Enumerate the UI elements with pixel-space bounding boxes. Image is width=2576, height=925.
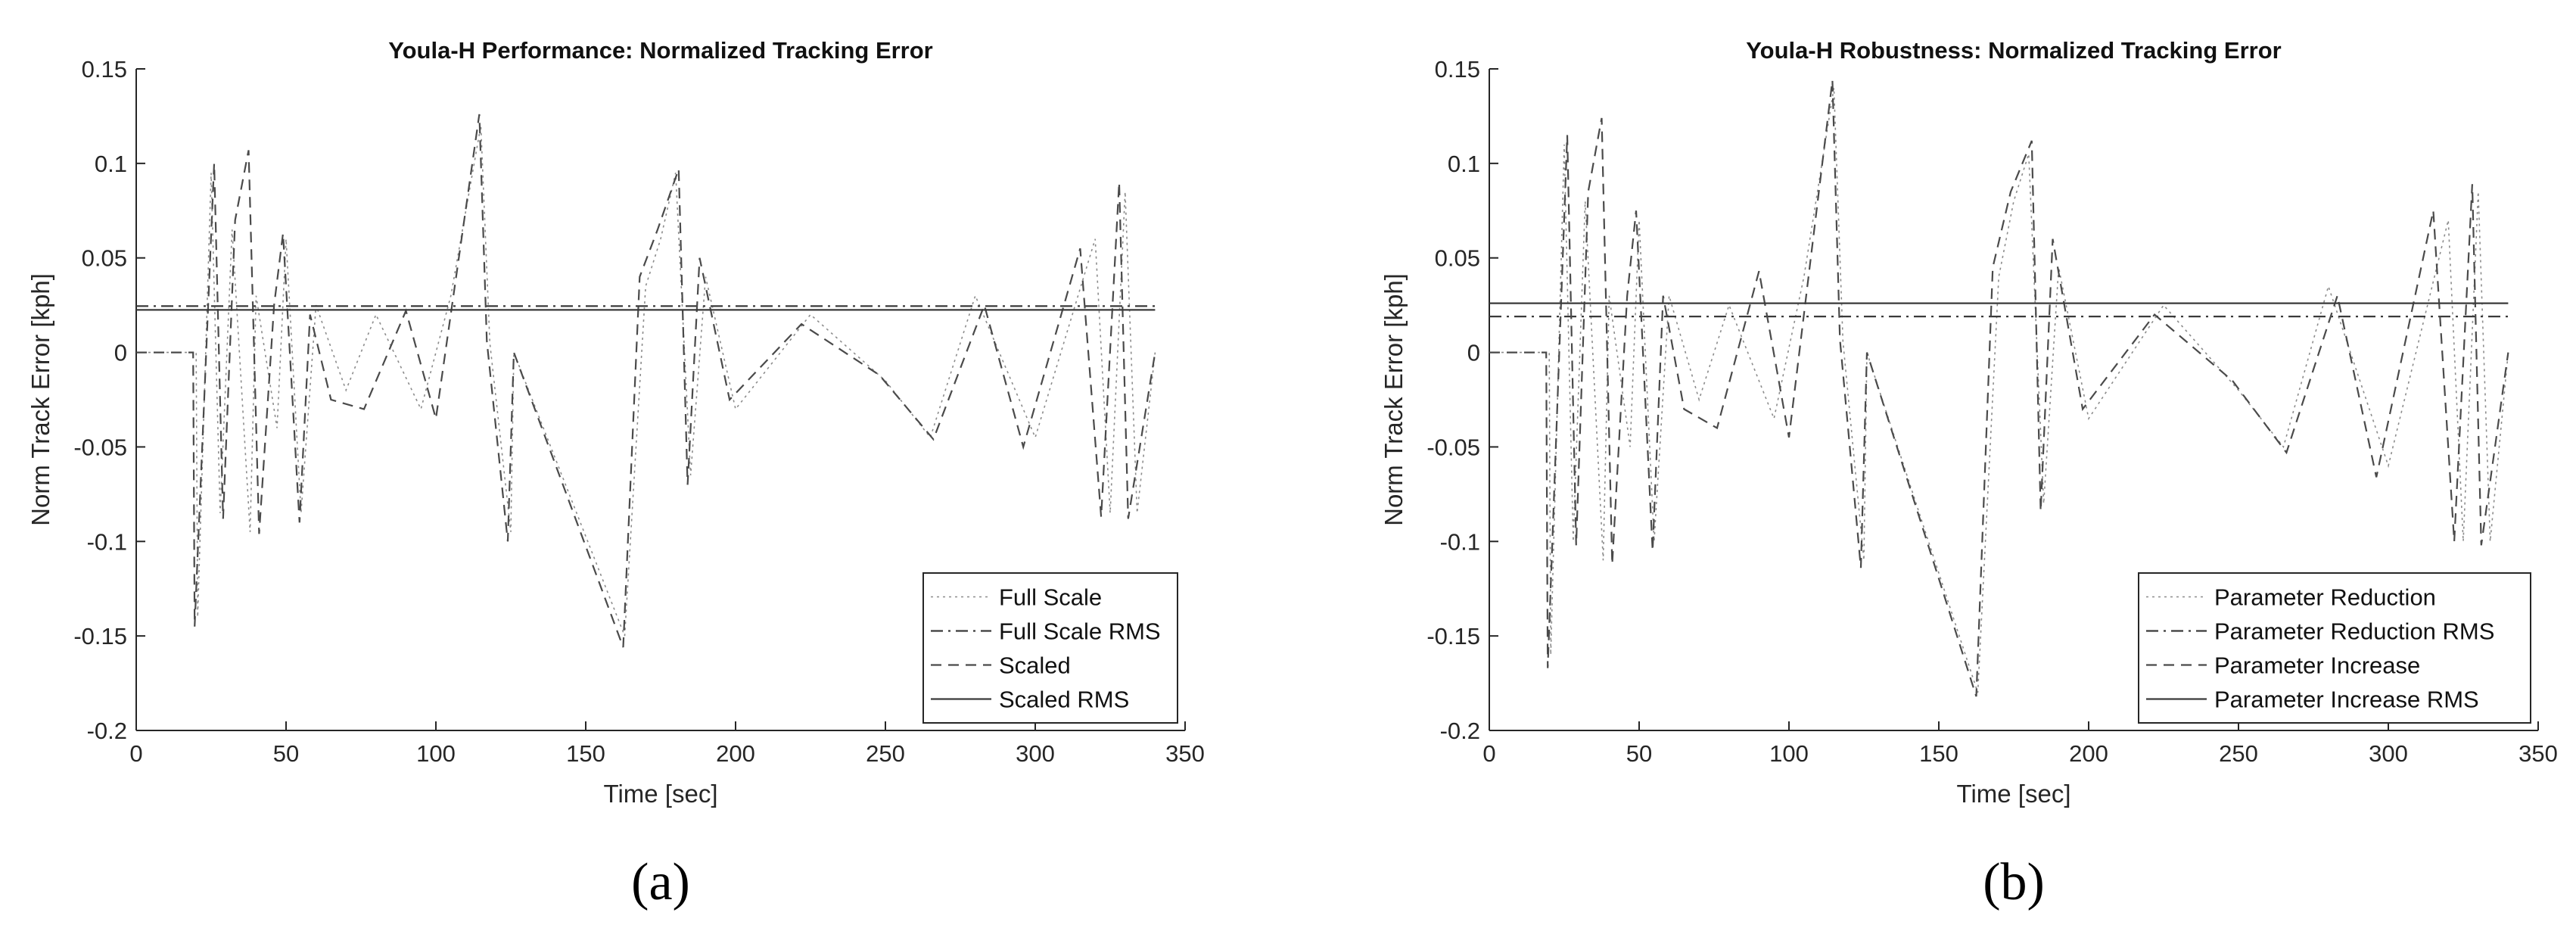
series-line-parameter-increase	[1489, 79, 2509, 697]
legend-label: Full Scale RMS	[999, 618, 1161, 645]
legend-box	[922, 572, 1178, 724]
x-tick-label: 100	[1769, 740, 1809, 767]
y-tick-label: -0.05	[73, 434, 127, 460]
x-axis-label: Time [sec]	[604, 780, 718, 808]
y-tick-label: -0.05	[1426, 434, 1480, 460]
x-axis-label: Time [sec]	[1957, 780, 2071, 808]
chart-panel-b: Youla-H Robustness: Normalized Tracking …	[1380, 37, 2558, 911]
y-tick-label: -0.15	[1426, 623, 1480, 649]
x-tick-label: 150	[1919, 740, 1958, 767]
y-tick-label: 0.1	[1448, 151, 1480, 177]
y-tick-label: -0.1	[87, 528, 127, 555]
y-tick-label: 0.1	[95, 151, 127, 177]
x-tick-label: 50	[273, 740, 299, 767]
y-tick-label: 0.05	[1435, 245, 1480, 272]
x-tick-label: 250	[2219, 740, 2258, 767]
x-tick-label: 0	[129, 740, 142, 767]
series-line-scaled	[136, 114, 1156, 648]
panel-label: (b)	[1983, 853, 2045, 911]
y-tick-label: 0	[114, 340, 127, 366]
legend-box	[2138, 572, 2531, 724]
x-tick-label: 100	[416, 740, 456, 767]
legend: Full Scale Full Scale RMS Scaled Scaled RMS	[922, 572, 1178, 724]
y-tick-label: -0.15	[73, 623, 127, 649]
x-tick-label: 150	[566, 740, 605, 767]
legend: Parameter Reduction Parameter Reduction R…	[2138, 572, 2531, 724]
chart-title: Youla-H Performance: Normalized Tracking…	[388, 37, 933, 64]
legend-label: Scaled RMS	[999, 687, 1129, 713]
x-tick-label: 300	[1016, 740, 1055, 767]
chart-panel-a: Youla-H Performance: Normalized Tracking…	[26, 37, 1205, 911]
y-tick-label: -0.1	[1440, 528, 1480, 555]
y-axis-label: Norm Track Error [kph]	[26, 273, 54, 526]
series-line-parameter-reduction	[1489, 87, 2509, 693]
x-tick-label: 0	[1482, 740, 1495, 767]
x-tick-label: 350	[1165, 740, 1205, 767]
legend-label: Parameter Increase	[2214, 652, 2420, 679]
legend-label: Scaled	[999, 652, 1071, 679]
y-tick-label: 0.15	[1435, 56, 1480, 83]
y-axis-label: Norm Track Error [kph]	[1380, 273, 1408, 526]
legend-label: Parameter Reduction RMS	[2214, 618, 2494, 645]
x-tick-label: 200	[716, 740, 755, 767]
legend-label: Full Scale	[999, 584, 1102, 611]
y-tick-label: 0.15	[82, 56, 127, 83]
series-line-full-scale	[136, 125, 1156, 637]
legend-label: Parameter Increase RMS	[2214, 687, 2479, 713]
legend-label: Parameter Reduction	[2214, 584, 2436, 611]
x-tick-label: 350	[2518, 740, 2558, 767]
panel-label: (a)	[631, 853, 690, 911]
y-tick-label: -0.2	[1440, 718, 1480, 744]
y-tick-label: 0.05	[82, 245, 127, 272]
x-tick-label: 250	[866, 740, 905, 767]
chart-title: Youla-H Robustness: Normalized Tracking …	[1746, 37, 2281, 64]
x-tick-label: 300	[2369, 740, 2408, 767]
x-tick-label: 200	[2069, 740, 2108, 767]
y-tick-label: 0	[1467, 340, 1480, 366]
x-tick-label: 50	[1626, 740, 1652, 767]
y-tick-label: -0.2	[87, 718, 127, 744]
